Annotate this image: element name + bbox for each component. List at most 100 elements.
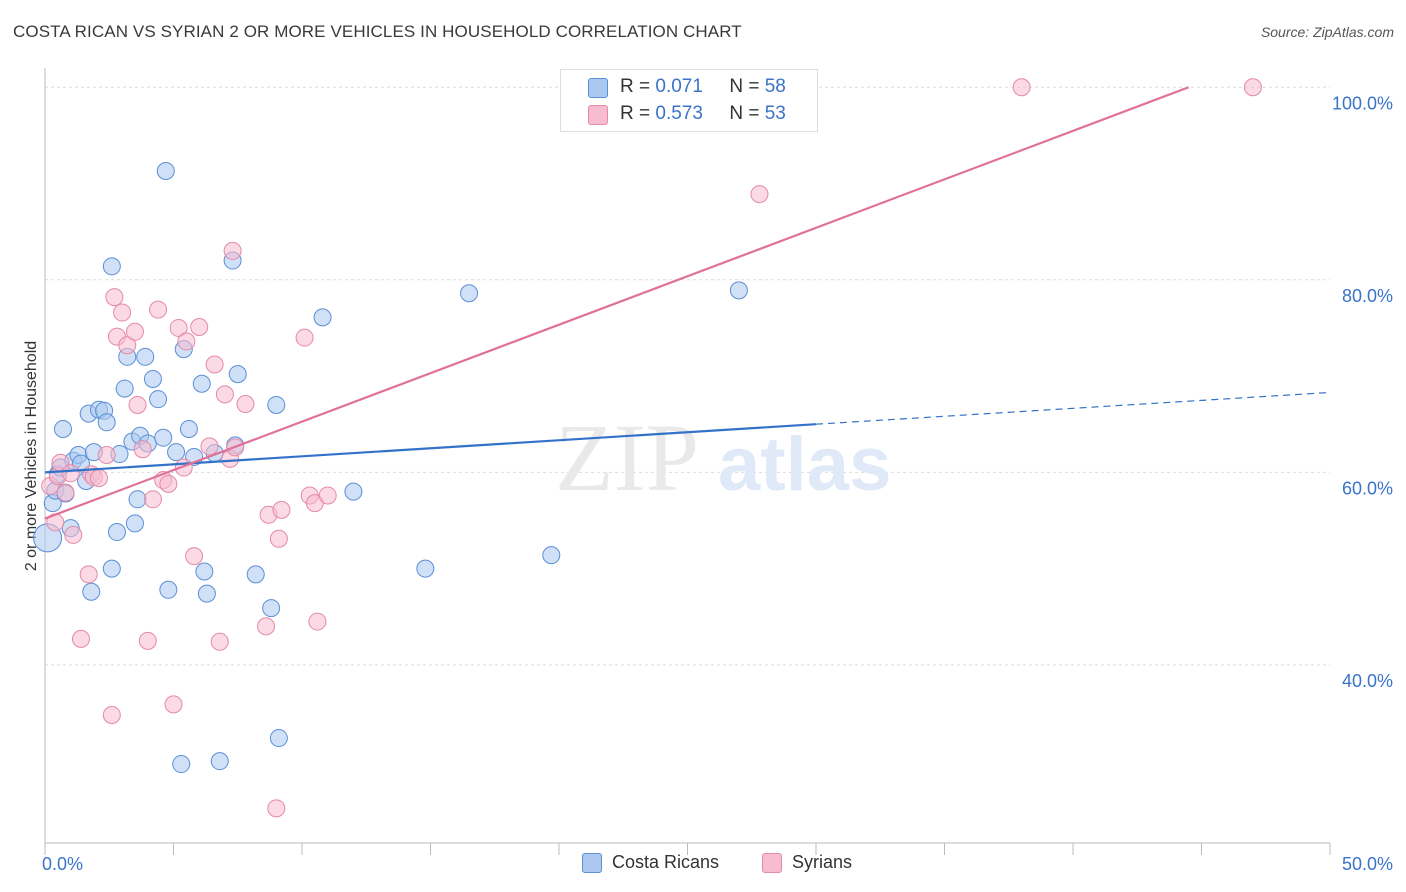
syrians-point — [257, 617, 276, 636]
n-label: N = — [729, 103, 760, 124]
costa-ricans-point — [53, 420, 72, 439]
syrians-point — [125, 322, 144, 341]
costa-ricans-point — [228, 365, 247, 384]
syrians-point — [71, 629, 90, 648]
costa-ricans-trend-line — [44, 423, 817, 474]
costa-ricans-point — [128, 490, 147, 509]
syrians-point — [236, 394, 255, 413]
syrians-legend-label: Syrians — [792, 852, 853, 872]
costa-ricans-point — [97, 413, 116, 432]
costa-ricans-point — [313, 308, 332, 327]
costa-ricans-point — [115, 379, 134, 398]
costa-ricans-point — [102, 559, 121, 578]
costa-ricans-point — [167, 443, 186, 462]
syrians-point — [105, 288, 124, 307]
costa-ricans-point — [210, 752, 229, 771]
syrians-point — [113, 303, 132, 322]
costa-ricans-point — [246, 565, 265, 584]
costa-ricans-point — [149, 390, 168, 409]
costa-ricans-swatch — [588, 78, 608, 98]
syrians-point — [149, 300, 168, 319]
syrians-point — [164, 695, 183, 714]
costa-ricans-legend-label: Costa Ricans — [612, 852, 720, 872]
costa-ricans-point — [344, 482, 363, 501]
syrians-point — [138, 631, 157, 650]
syrians-point — [318, 486, 337, 505]
costa-ricans-point — [262, 599, 281, 618]
syrians-n-value: 53 — [764, 103, 786, 124]
y-tick-label: 100.0% — [1332, 93, 1393, 113]
syrians-point — [1243, 78, 1262, 97]
syrians-point — [169, 318, 188, 337]
syrians-point — [267, 799, 286, 818]
syrians-point — [190, 317, 209, 336]
costa-ricans-point — [179, 420, 198, 439]
syrians-point — [133, 440, 152, 459]
costa-ricans-point — [159, 580, 178, 599]
syrians-point — [185, 547, 204, 566]
x-tick-label-max: 50.0% — [1342, 854, 1393, 874]
syrians-point — [177, 332, 196, 351]
syrians-point — [56, 483, 75, 502]
costa-ricans-point — [267, 395, 286, 414]
y-tick-label: 80.0% — [1342, 286, 1393, 306]
r-label: R = — [620, 76, 651, 97]
syrians-point — [102, 705, 121, 724]
costa-ricans-r-value: 0.071 — [655, 76, 703, 97]
syrians-point — [64, 525, 83, 544]
r-label: R = — [620, 103, 651, 124]
syrians-point — [750, 185, 769, 204]
syrians-point — [79, 565, 98, 584]
syrians-trend-line — [44, 86, 1190, 520]
syrians-point — [215, 385, 234, 404]
costa-ricans-point — [143, 369, 162, 388]
syrians-point — [159, 474, 178, 493]
costa-ricans-point — [460, 284, 479, 303]
x-tick-label-min: 0.0% — [42, 854, 83, 874]
costa-ricans-trend-extension — [815, 391, 1331, 425]
costa-ricans-n-value: 58 — [764, 76, 786, 97]
costa-ricans-point — [136, 347, 155, 366]
costa-ricans-point — [102, 257, 121, 276]
syrians-point — [89, 469, 108, 488]
costa-ricans-point — [542, 546, 561, 565]
costa-ricans-point — [416, 559, 435, 578]
syrians-point — [1012, 78, 1031, 97]
syrians-point — [223, 241, 242, 260]
syrians-point — [210, 632, 229, 651]
syrians-point — [272, 500, 291, 519]
syrians-point — [61, 464, 80, 483]
syrians-swatch — [588, 105, 608, 125]
costa-ricans-point — [195, 562, 214, 581]
syrians-point — [308, 612, 327, 631]
n-label: N = — [729, 76, 760, 97]
syrians-point — [205, 355, 224, 374]
syrians-point — [200, 437, 219, 456]
y-tick-label: 40.0% — [1342, 671, 1393, 691]
syrians-point — [269, 529, 288, 548]
y-tick-label: 60.0% — [1342, 478, 1393, 498]
chart-title: COSTA RICAN VS SYRIAN 2 OR MORE VEHICLES… — [13, 22, 742, 41]
source-label: Source: ZipAtlas.com — [1260, 24, 1394, 40]
costa-ricans-point — [197, 584, 216, 603]
syrians-point — [128, 395, 147, 414]
watermark-zip: ZIP — [555, 404, 699, 511]
syrians-point — [295, 328, 314, 347]
costa-ricans-point — [154, 428, 173, 447]
costa-ricans-point — [729, 281, 748, 300]
costa-ricans-point — [172, 755, 191, 774]
costa-ricans-legend-swatch — [582, 853, 602, 873]
watermark-atlas: atlas — [718, 422, 891, 507]
costa-ricans-point — [269, 729, 288, 748]
syrians-legend-swatch — [762, 853, 782, 873]
costa-ricans-point — [156, 162, 175, 181]
costa-ricans-point — [107, 523, 126, 542]
syrians-point — [118, 336, 137, 355]
stats-legend: R = 0.071 N = 58 R = 0.573 N = 53 — [560, 69, 818, 132]
syrians-point — [143, 490, 162, 509]
costa-ricans-point — [125, 514, 144, 533]
costa-ricans-point — [192, 374, 211, 393]
costa-ricans-point — [82, 582, 101, 601]
syrians-r-value: 0.573 — [655, 103, 703, 124]
